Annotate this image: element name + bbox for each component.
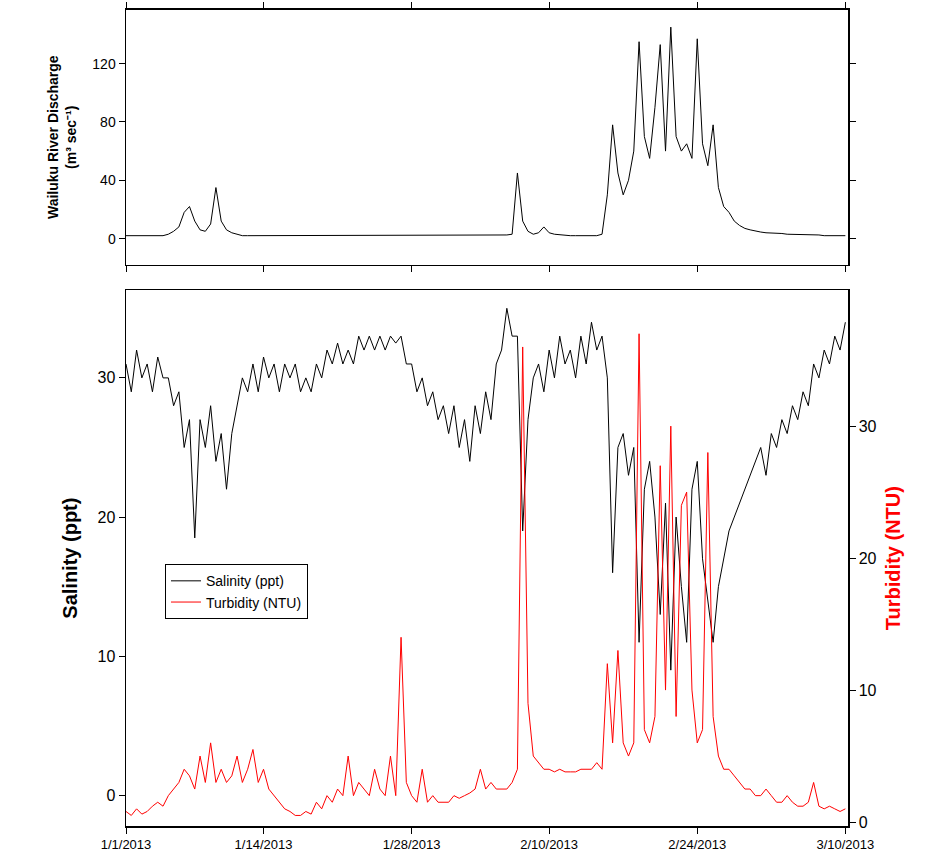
svg-text:1/1/2013: 1/1/2013 [101,837,152,852]
svg-text:3/10/2013: 3/10/2013 [816,837,874,852]
svg-text:Wailuku River Discharge(m³ sec: Wailuku River Discharge(m³ sec⁻¹) [45,55,79,219]
svg-text:10: 10 [98,648,116,665]
svg-text:0: 0 [106,787,115,804]
svg-text:2/10/2013: 2/10/2013 [520,837,578,852]
svg-text:30: 30 [98,369,116,386]
svg-text:Turbidity (NTU): Turbidity (NTU) [882,486,904,630]
svg-text:10: 10 [859,682,877,699]
svg-text:Salinity (ppt): Salinity (ppt) [206,573,284,589]
svg-text:40: 40 [100,172,116,188]
svg-text:1/14/2013: 1/14/2013 [235,837,293,852]
svg-text:0: 0 [108,231,116,247]
svg-text:Salinity (ppt): Salinity (ppt) [59,498,81,619]
svg-text:2/24/2013: 2/24/2013 [668,837,726,852]
svg-text:1/28/2013: 1/28/2013 [383,837,441,852]
svg-text:80: 80 [100,114,116,130]
svg-text:20: 20 [859,550,877,567]
svg-text:Turbidity (NTU): Turbidity (NTU) [206,595,301,611]
svg-text:30: 30 [859,418,877,435]
svg-text:120: 120 [92,55,116,71]
svg-text:20: 20 [98,509,116,526]
svg-text:0: 0 [859,814,868,831]
